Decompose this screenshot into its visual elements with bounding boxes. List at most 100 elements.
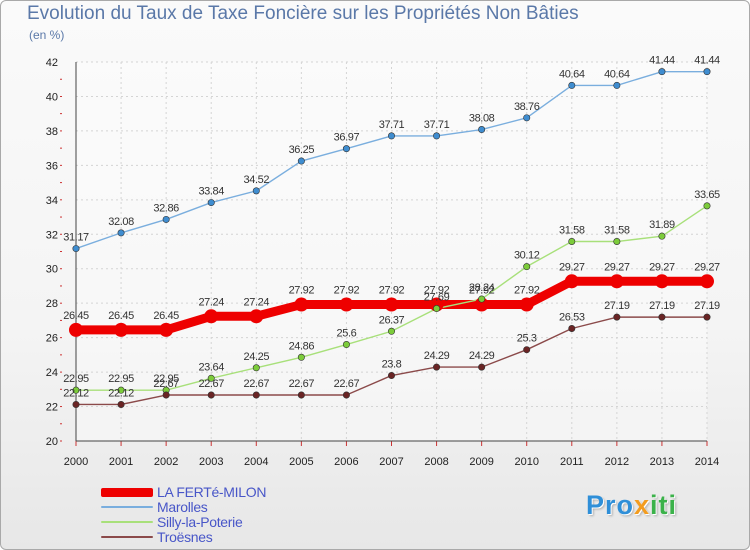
data-label: 27.92 bbox=[379, 285, 405, 297]
data-label: 24.29 bbox=[424, 350, 450, 362]
data-point bbox=[658, 232, 666, 240]
chart-title: Evolution du Taux de Taxe Foncière sur l… bbox=[27, 3, 579, 24]
data-point bbox=[478, 295, 486, 303]
data-point bbox=[568, 325, 576, 333]
data-point bbox=[433, 132, 441, 140]
data-point bbox=[162, 215, 170, 223]
data-label: 22.12 bbox=[108, 387, 134, 399]
data-label: 31.58 bbox=[559, 225, 585, 237]
data-point bbox=[342, 145, 350, 153]
legend-label: Marolles bbox=[157, 499, 208, 515]
series-points bbox=[69, 68, 714, 408]
data-point bbox=[700, 274, 714, 289]
data-point bbox=[252, 391, 260, 399]
data-point bbox=[564, 274, 579, 289]
legend-label: Troësnes bbox=[157, 529, 213, 545]
data-label: 32.08 bbox=[108, 216, 134, 228]
data-label: 27.92 bbox=[514, 285, 540, 297]
data-point bbox=[568, 81, 576, 89]
y-tick-label: 32 bbox=[46, 229, 58, 241]
data-point bbox=[478, 126, 486, 134]
data-point bbox=[568, 238, 576, 246]
data-label: 24.29 bbox=[469, 350, 495, 362]
x-tick-label: 2006 bbox=[334, 456, 358, 468]
data-point bbox=[523, 114, 531, 122]
data-point bbox=[523, 263, 531, 271]
data-point bbox=[342, 341, 350, 349]
data-label: 26.45 bbox=[153, 310, 179, 322]
data-label: 41.44 bbox=[694, 55, 720, 67]
y-tick-label: 22 bbox=[46, 402, 58, 414]
x-tick-label: 2000 bbox=[64, 456, 88, 468]
logo-part: iti bbox=[650, 490, 678, 520]
x-tick-label: 2007 bbox=[379, 456, 403, 468]
data-label: 40.64 bbox=[559, 68, 585, 80]
x-tick-label: 2005 bbox=[289, 456, 313, 468]
data-point bbox=[339, 297, 354, 312]
data-point bbox=[703, 68, 711, 76]
data-label: 27.92 bbox=[424, 285, 450, 297]
data-point bbox=[207, 374, 215, 382]
data-point bbox=[613, 313, 621, 321]
data-point bbox=[433, 363, 441, 371]
x-tick-label: 2011 bbox=[560, 456, 584, 468]
data-label: 26.37 bbox=[379, 314, 405, 326]
data-label: 31.89 bbox=[649, 219, 675, 231]
data-point bbox=[72, 386, 80, 394]
data-label: 23.8 bbox=[382, 359, 402, 371]
legend-swatch bbox=[101, 488, 153, 497]
data-label: 28.24 bbox=[469, 282, 495, 294]
data-label: 29.27 bbox=[694, 261, 720, 273]
data-point bbox=[297, 353, 305, 361]
x-tick-label: 2003 bbox=[199, 456, 223, 468]
data-label: 38.76 bbox=[514, 101, 540, 113]
legend-swatch bbox=[101, 536, 153, 538]
data-label: 27.24 bbox=[198, 296, 224, 308]
x-tick-label: 2001 bbox=[109, 456, 133, 468]
data-label: 41.44 bbox=[649, 55, 675, 67]
data-label: 22.67 bbox=[244, 378, 270, 390]
data-point bbox=[249, 309, 264, 324]
y-tick-label: 24 bbox=[46, 367, 58, 379]
data-label: 31.58 bbox=[604, 225, 630, 237]
axes: 20 22 24 26 28 30 32 34 36 38 40 42 2000 2001 2002 2003… bbox=[46, 57, 719, 468]
data-label: 27.69 bbox=[424, 292, 450, 304]
data-point bbox=[72, 400, 80, 408]
data-point bbox=[117, 229, 125, 237]
x-tick-label: 2002 bbox=[154, 456, 178, 468]
y-tick-label: 26 bbox=[46, 333, 58, 345]
data-label: 31.17 bbox=[63, 232, 89, 244]
x-tick-label: 2013 bbox=[650, 456, 674, 468]
data-label: 36.97 bbox=[334, 132, 360, 144]
data-label: 22.95 bbox=[153, 373, 179, 385]
x-tick-label: 2014 bbox=[695, 456, 719, 468]
data-point bbox=[703, 313, 711, 321]
data-label: 27.19 bbox=[694, 300, 720, 312]
data-label: 23.64 bbox=[198, 361, 224, 373]
data-point bbox=[613, 81, 621, 89]
data-point bbox=[658, 313, 666, 321]
proxiti-logo: Proxiti bbox=[586, 490, 677, 521]
data-label: 25.6 bbox=[337, 328, 357, 340]
data-label: 27.92 bbox=[469, 285, 495, 297]
data-label: 24.25 bbox=[244, 351, 270, 363]
data-point bbox=[384, 297, 399, 312]
legend-label: Silly-la-Poterie bbox=[157, 514, 243, 530]
y-tick-label: 40 bbox=[46, 91, 58, 103]
x-tick-label: 2009 bbox=[469, 456, 493, 468]
data-label: 30.12 bbox=[514, 250, 540, 262]
y-tick-label: 30 bbox=[46, 264, 58, 276]
y-tick-label: 34 bbox=[46, 195, 58, 207]
data-point bbox=[609, 274, 624, 289]
y-tick-label: 38 bbox=[46, 126, 58, 138]
data-label: 29.27 bbox=[649, 261, 675, 273]
y-tick-label: 42 bbox=[46, 57, 58, 69]
data-label: 29.27 bbox=[559, 261, 585, 273]
data-label: 24.86 bbox=[289, 340, 315, 352]
y-tick-label: 28 bbox=[46, 298, 58, 310]
data-label: 27.92 bbox=[289, 285, 315, 297]
data-label: 27.92 bbox=[334, 285, 360, 297]
data-point bbox=[433, 305, 441, 313]
